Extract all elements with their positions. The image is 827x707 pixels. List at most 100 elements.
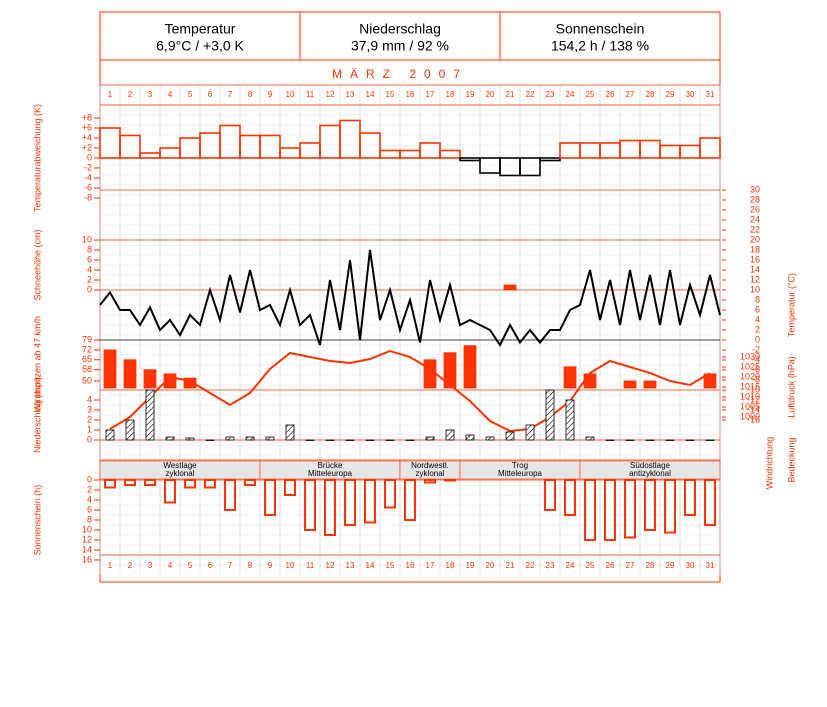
y-tick-label: 20: [750, 234, 760, 244]
deviation-bar: [239, 134, 261, 159]
deviation-bar: [699, 137, 721, 159]
day-label: 11: [306, 561, 315, 570]
bar: [424, 479, 436, 484]
deviation-bar: [119, 134, 141, 159]
y-tick-label: 6: [87, 504, 92, 514]
y-tick-label: -4: [84, 172, 92, 182]
axis-label: Temperatur (°C): [786, 273, 796, 337]
deviation-bar: [259, 134, 281, 159]
deviation-bar: [379, 149, 401, 159]
weather-type-label: Mitteleuropa: [498, 469, 543, 478]
y-tick-label: -4: [752, 354, 760, 364]
bar: [124, 479, 136, 486]
day-label: 7: [228, 90, 233, 99]
day-label: 8: [248, 561, 253, 570]
line: [99, 249, 721, 347]
y-tick-label: 18: [750, 244, 760, 254]
day-label: 7: [228, 561, 233, 570]
month: MÄRZ 2007: [332, 67, 468, 81]
header-title: Temperatur: [165, 21, 236, 37]
day-label: 30: [686, 90, 695, 99]
bar: [344, 479, 356, 526]
y-tick-label: 28: [750, 194, 760, 204]
bar: [364, 479, 376, 524]
axis-label: Sonnenschein (h): [32, 485, 42, 556]
day-label: 19: [466, 561, 475, 570]
day-label: 28: [646, 90, 655, 99]
deviation-bar: [539, 157, 561, 162]
deviation-bar: [199, 132, 221, 159]
bar: [563, 366, 577, 389]
deviation-bar: [619, 139, 641, 159]
bar: [145, 389, 155, 441]
bar: [564, 479, 576, 516]
y-tick-label: 30: [750, 184, 760, 194]
bar: [544, 479, 556, 511]
bar: [624, 479, 636, 539]
header-value: 6,9°C / +3,0 K: [156, 38, 244, 54]
bar: [685, 439, 695, 441]
bar: [224, 479, 236, 511]
bar: [103, 349, 117, 389]
line: [109, 349, 711, 433]
axis-label: Temperaturabweichung (K): [32, 104, 42, 212]
y-tick-label: 1020: [740, 371, 760, 381]
day-label: 29: [666, 561, 675, 570]
bar: [404, 479, 416, 521]
weather-type-label: antizyklonal: [629, 469, 671, 478]
bar: [625, 439, 635, 441]
bar: [644, 479, 656, 531]
y-tick-label: 50: [82, 375, 92, 385]
day-label: 18: [446, 90, 455, 99]
bar: [183, 377, 197, 389]
header-title: Niederschlag: [359, 21, 441, 37]
bar: [465, 434, 475, 441]
deviation-bar: [139, 152, 161, 159]
bar: [325, 439, 335, 441]
day-label: 13: [346, 90, 355, 99]
day-label: 31: [706, 90, 715, 99]
bar: [444, 479, 456, 482]
y-tick-label: 12: [750, 274, 760, 284]
side-label: Windrichtung: [764, 437, 774, 490]
bar: [143, 369, 157, 389]
day-label: 16: [406, 90, 415, 99]
day-label: 26: [606, 561, 615, 570]
day-label: 27: [626, 90, 635, 99]
bar: [443, 352, 457, 389]
day-label: 26: [606, 90, 615, 99]
day-label: 13: [346, 561, 355, 570]
day-label: 6: [208, 90, 213, 99]
y-tick-label: 1000: [740, 411, 760, 421]
y-tick-label: -2: [84, 162, 92, 172]
y-tick-label: 65: [82, 354, 92, 364]
y-tick-label: 0: [87, 284, 92, 294]
bar: [104, 479, 116, 489]
day-label: 14: [366, 561, 375, 570]
y-tick-label: -2: [752, 344, 760, 354]
bar: [384, 479, 396, 509]
y-tick-label: 14: [750, 264, 760, 274]
y-tick-label: 0: [87, 474, 92, 484]
day-label: 12: [326, 90, 335, 99]
bar: [165, 436, 175, 441]
deviation-bar: [659, 144, 681, 159]
bar: [664, 479, 676, 534]
day-label: 23: [546, 561, 555, 570]
y-tick-label: 14: [82, 544, 92, 554]
y-tick-label: 58: [82, 364, 92, 374]
day-label: 6: [208, 561, 213, 570]
deviation-bar: [339, 119, 361, 159]
deviation-bar: [459, 157, 481, 162]
bar: [244, 479, 256, 486]
bar: [265, 436, 275, 441]
y-tick-label: +4: [82, 132, 92, 142]
deviation-bar: [679, 144, 701, 159]
y-tick-label: 1030: [740, 351, 760, 361]
weather-type-label: Brücke: [318, 461, 343, 470]
y-tick-label: 0: [87, 434, 92, 444]
day-label: 5: [188, 90, 193, 99]
y-tick-label: 8: [87, 244, 92, 254]
day-label: 24: [566, 561, 575, 570]
